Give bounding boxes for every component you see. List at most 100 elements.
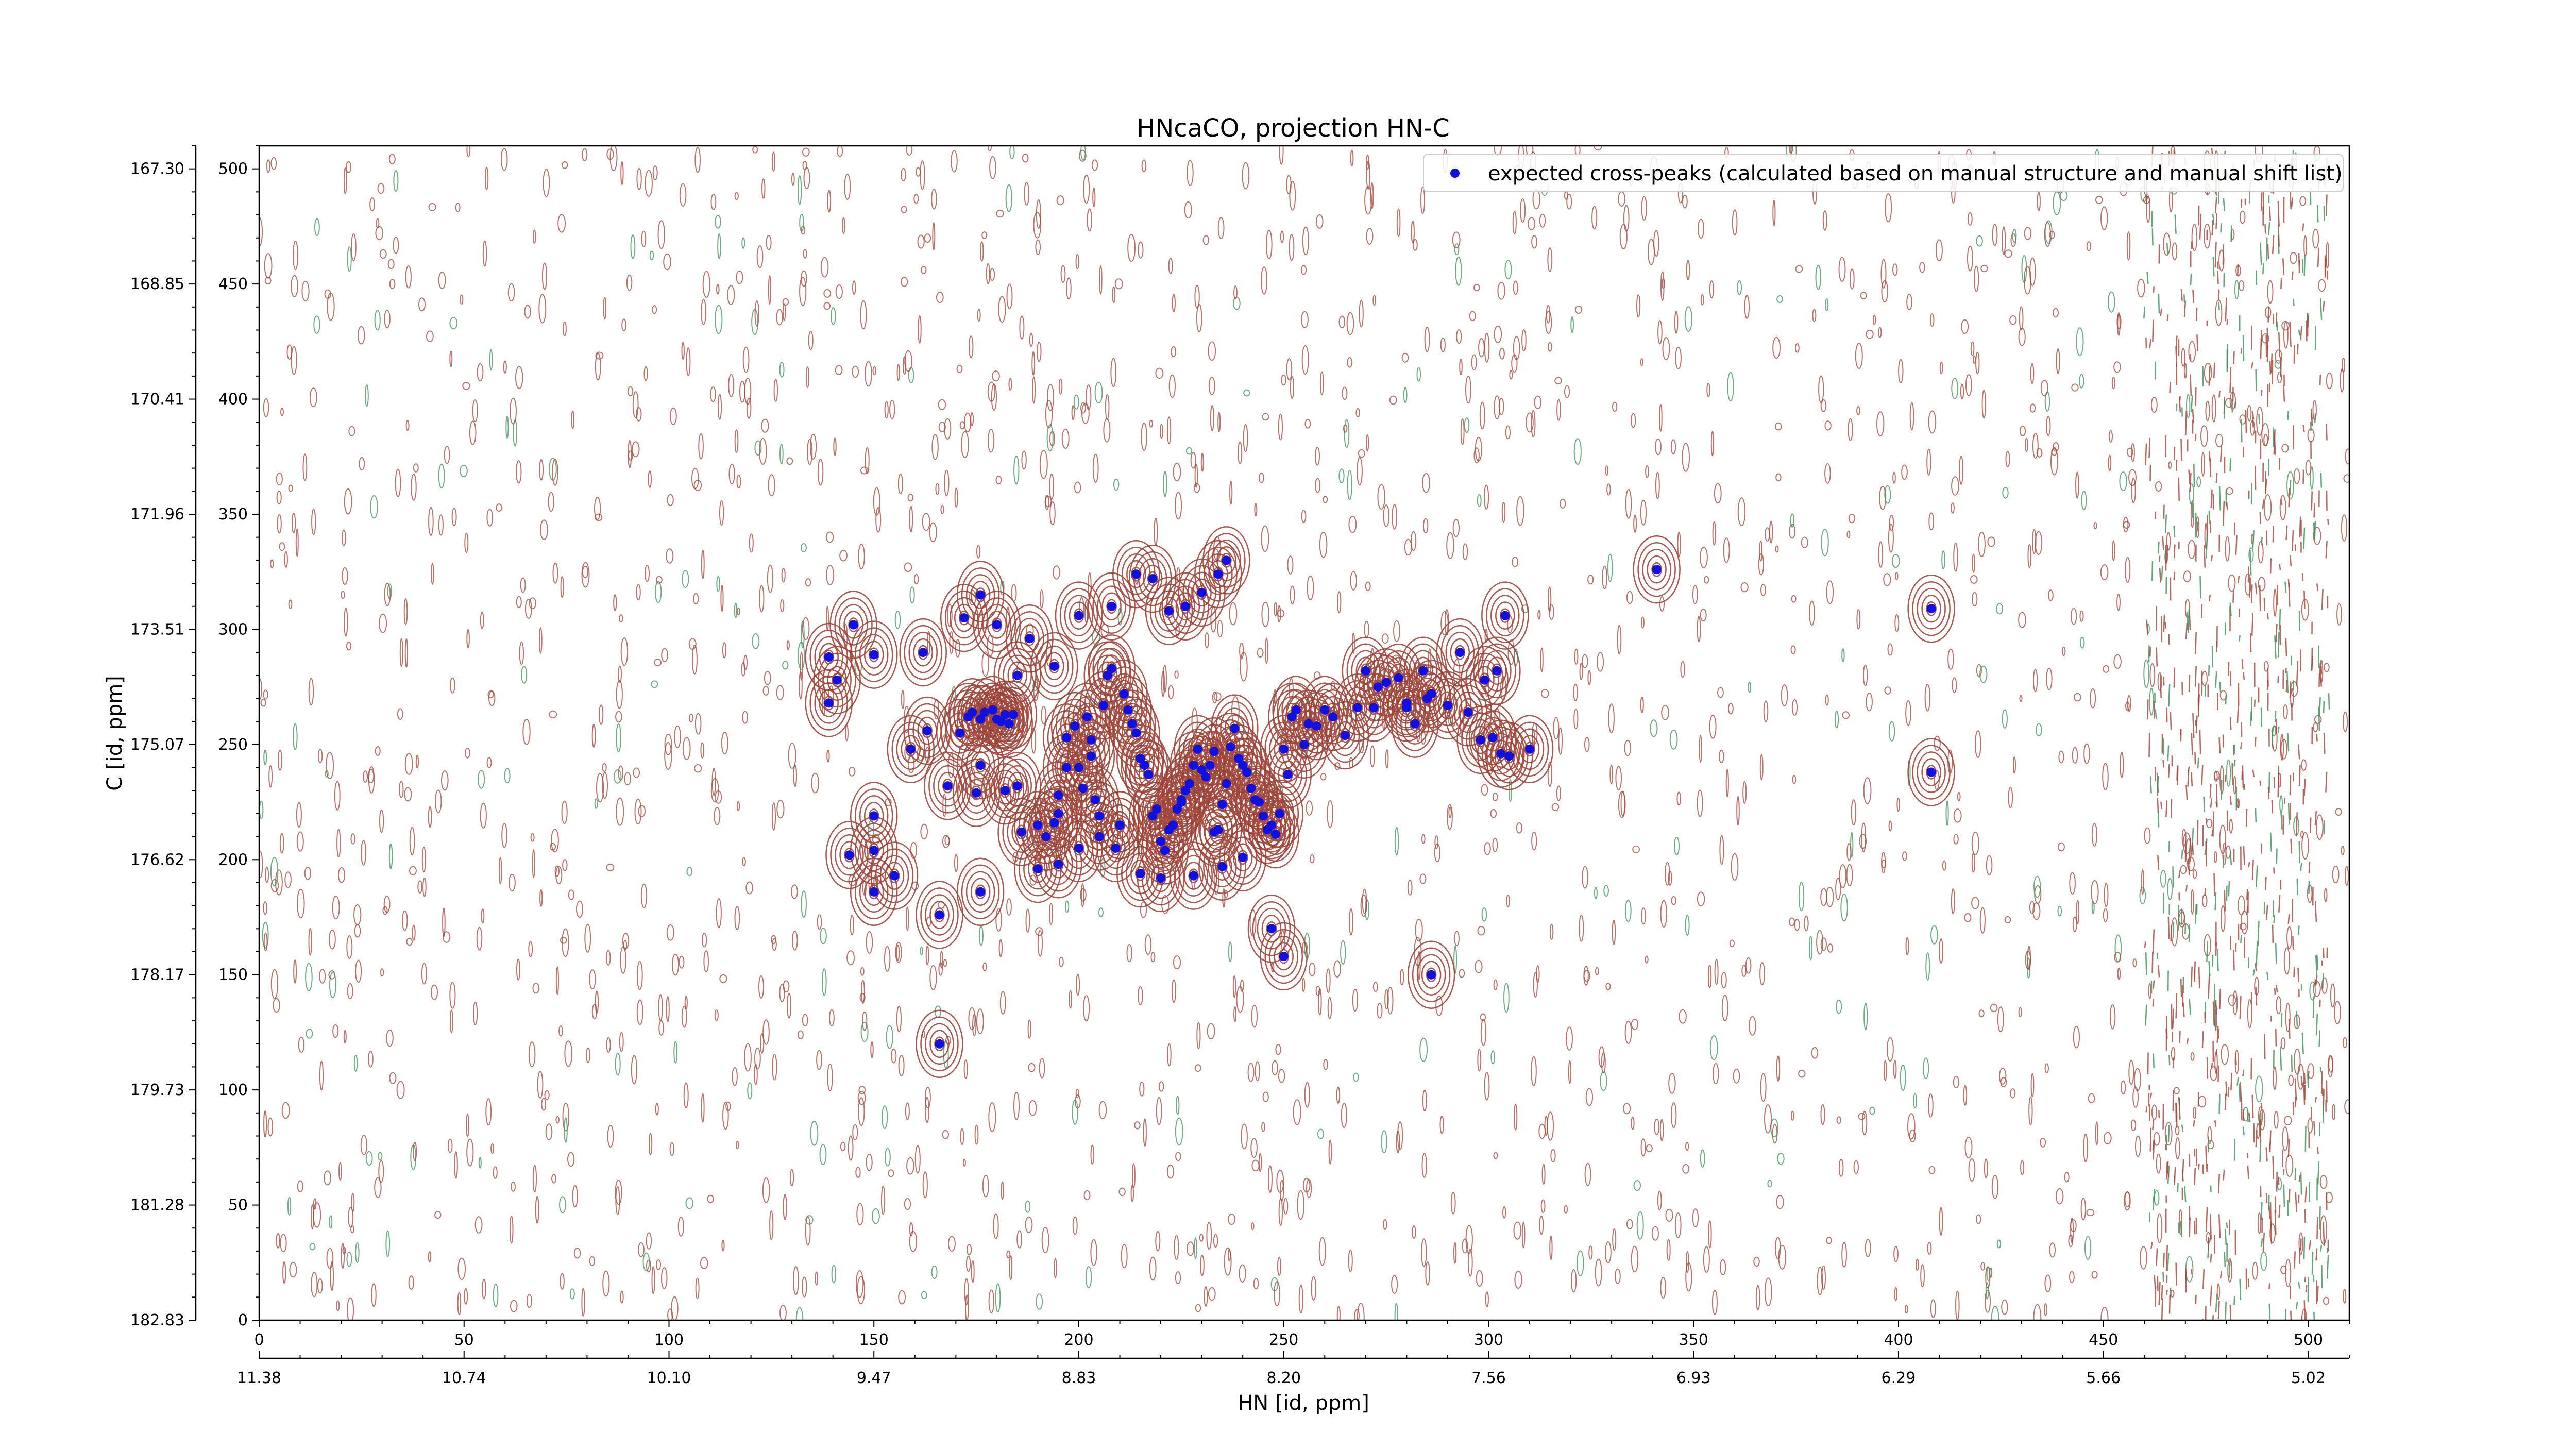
peak-contour-ring	[1412, 947, 1451, 1002]
noise-contour	[2257, 1212, 2262, 1234]
noise-contour	[1247, 1063, 1255, 1082]
noise-contour	[1307, 575, 1314, 600]
noise-contour	[2040, 1137, 2046, 1148]
solvent-contour	[2242, 1070, 2245, 1077]
noise-contour	[2293, 468, 2300, 484]
noise-contour	[2341, 514, 2348, 542]
noise-contour	[689, 713, 694, 722]
solvent-contour	[2287, 411, 2289, 420]
noise-contour	[1929, 313, 1935, 327]
solvent-contour	[2250, 633, 2252, 652]
solvent-contour	[2310, 1107, 2312, 1119]
noise-contour	[1175, 492, 1182, 520]
peak-contour-ring	[944, 590, 984, 646]
solvent-contour	[2313, 503, 2315, 518]
noise-contour	[1239, 1264, 1246, 1283]
noise-contour	[466, 1138, 474, 1167]
solvent-contour	[2206, 1164, 2208, 1172]
noise-contour	[2280, 738, 2287, 760]
noise-contour	[2081, 491, 2087, 511]
x-tick-label: 150	[859, 1331, 889, 1349]
noise-contour	[1242, 162, 1250, 190]
solvent-contour	[2212, 494, 2214, 510]
peak-contour-ring	[1100, 797, 1139, 853]
noise-contour	[626, 274, 633, 291]
noise-contour	[1092, 188, 1096, 208]
solvent-contour	[2251, 362, 2253, 369]
solvent-contour	[2249, 550, 2252, 576]
noise-contour	[1024, 182, 1030, 206]
noise-contour	[666, 548, 674, 564]
noise-contour	[938, 422, 946, 433]
solvent-contour	[2204, 683, 2206, 697]
noise-contour	[308, 928, 312, 956]
noise-contour	[721, 732, 728, 755]
noise-contour	[2109, 1004, 2116, 1030]
noise-contour	[852, 1124, 858, 1141]
noise-contour	[1849, 268, 1855, 290]
noise-contour	[2083, 1133, 2088, 1162]
solvent-contour	[2294, 1097, 2297, 1107]
noise-contour	[519, 642, 524, 665]
noise-contour	[1985, 1290, 1991, 1313]
noise-contour	[2309, 981, 2316, 1001]
noise-contour	[2193, 1106, 2197, 1119]
noise-contour	[2029, 901, 2035, 914]
solvent-contour	[2314, 811, 2317, 825]
noise-contour	[1709, 714, 1717, 739]
cross-peak-marker	[869, 650, 879, 660]
noise-contour	[746, 397, 752, 419]
x-index-axis: 0 50 100 150 200 250 300 350 400 450 500	[254, 1320, 2350, 1349]
noise-contour	[1545, 311, 1552, 334]
y-tick-label: 200	[218, 851, 248, 869]
solvent-contour	[2210, 489, 2213, 508]
noise-contour	[2128, 469, 2137, 486]
noise-contour	[1302, 978, 1306, 992]
noise-contour	[1863, 777, 1872, 804]
solvent-contour	[2304, 1276, 2307, 1283]
noise-contour	[1403, 387, 1408, 403]
cross-peak-marker	[1094, 811, 1104, 821]
noise-contour	[826, 749, 830, 763]
noise-contour	[1942, 860, 1946, 871]
noise-contour	[1075, 1089, 1079, 1098]
noise-contour	[1459, 969, 1465, 978]
noise-contour	[1749, 1016, 1756, 1036]
noise-contour	[752, 633, 760, 649]
cross-peak-marker	[1094, 832, 1104, 841]
noise-contour	[685, 1197, 694, 1209]
noise-contour	[309, 1243, 316, 1251]
noise-contour	[1412, 1225, 1416, 1239]
noise-contour	[295, 528, 299, 557]
noise-contour	[886, 1025, 893, 1049]
noise-contour	[1788, 146, 1793, 154]
peak-contour-ring	[982, 604, 1012, 646]
noise-contour	[850, 915, 854, 936]
noise-contour	[710, 386, 716, 402]
y-ppm-tick-label: 176.62	[130, 851, 184, 869]
noise-contour	[702, 271, 710, 298]
noise-contour	[944, 418, 952, 440]
noise-contour	[276, 472, 283, 486]
noise-contour	[1564, 385, 1570, 398]
noise-contour	[2144, 827, 2151, 844]
noise-contour	[1682, 194, 1688, 209]
solvent-contour	[2323, 1222, 2325, 1246]
peak-contour-ring	[1917, 751, 1946, 793]
peak-contour-ring	[1175, 592, 1196, 620]
noise-contour	[1477, 1049, 1482, 1072]
noise-contour	[728, 463, 735, 485]
noise-contour	[1217, 217, 1225, 239]
peak-contour-ring	[859, 795, 889, 837]
noise-contour	[539, 627, 543, 654]
noise-contour	[1755, 1285, 1760, 1310]
noise-contour	[758, 975, 764, 999]
noise-contour	[846, 950, 855, 966]
noise-contour	[1270, 1277, 1279, 1291]
noise-contour	[1675, 346, 1682, 369]
noise-contour	[596, 773, 604, 803]
noise-contour	[2086, 1209, 2095, 1217]
noise-contour	[2239, 922, 2247, 931]
peak-contour-ring	[1170, 841, 1217, 910]
cross-peak-marker	[1197, 765, 1207, 774]
